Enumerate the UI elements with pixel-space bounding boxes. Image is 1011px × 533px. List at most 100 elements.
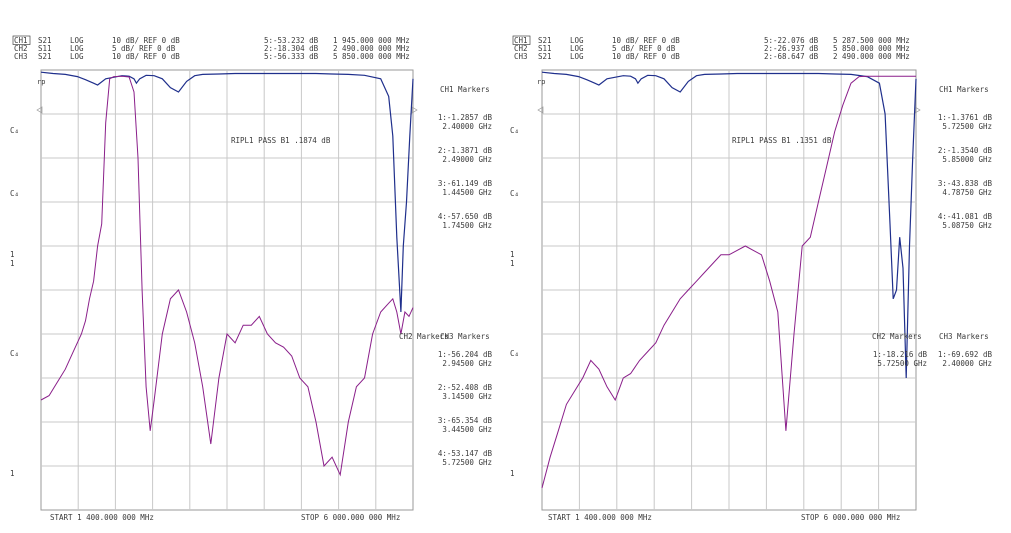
channel-scale: 10 dB/ REF 0 dB <box>612 36 680 45</box>
channel-scale-glyph: C₄ <box>510 349 519 358</box>
channel-scale-glyph: C₄ <box>510 126 519 135</box>
active-marker-freq: 2 490.000 000 MHz <box>333 44 410 53</box>
ch1-marker-value: 2:-1.3540 dB <box>938 146 993 155</box>
ch3-marker-freq: 3.14500 GHz <box>442 392 492 401</box>
channel-param: S21 <box>538 52 552 61</box>
active-marker-freq: 2 490.000 000 MHz <box>833 52 910 61</box>
channel-format: LOG <box>570 36 584 45</box>
ch1-marker-freq: 2.40000 GHz <box>442 122 492 131</box>
active-channel-box <box>12 35 31 45</box>
channel-id: CH3 <box>514 52 528 61</box>
channel-id: CH3 <box>14 52 28 61</box>
ch3-marker-freq: 3.44500 GHz <box>442 425 492 434</box>
ref-level-arrow <box>411 106 418 114</box>
active-marker-value: 5:-53.232 dB <box>264 36 319 45</box>
channel-scale-glyph: 1 <box>10 250 15 259</box>
active-marker-value: 5:-22.076 dB <box>764 36 819 45</box>
ch2-markers-title: CH2 Markers <box>399 332 449 341</box>
sweep-stop: STOP 6 000.000 000 MHz <box>801 513 900 522</box>
active-marker-freq: 5 850.000 000 MHz <box>833 44 910 53</box>
channel-param: S21 <box>538 36 552 45</box>
channel-param: S21 <box>38 52 52 61</box>
ch1-marker-value: 1:-1.2857 dB <box>438 113 493 122</box>
channel-param: S21 <box>38 36 52 45</box>
trace-ch3 <box>40 75 414 477</box>
channel-id: CH1 <box>514 36 528 45</box>
ripple-limit-result: RIPL1 PASS B1 .1351 dB <box>732 136 832 145</box>
channel-format: LOG <box>570 52 584 61</box>
ch1-markers-title: CH1 Markers <box>440 85 490 94</box>
active-marker-freq: 5 287.500 000 MHz <box>833 36 910 45</box>
channel-id: CH1 <box>14 36 28 45</box>
ch2-marker-value: 1:-18.216 dB <box>873 350 928 359</box>
channel-scale: 5 dB/ REF 0 dB <box>612 44 676 53</box>
channel-id: CH2 <box>514 44 528 53</box>
sweep-start: START 1 400.000 000 MHz <box>548 513 652 522</box>
ripple-limit-result: RIPL1 PASS B1 .1874 dB <box>231 136 331 145</box>
channel-scale: 10 dB/ REF 0 dB <box>112 52 180 61</box>
ref-level-arrow <box>36 106 43 114</box>
channel-scale: 5 dB/ REF 0 dB <box>112 44 176 53</box>
ch1-marker-freq: 5.72500 GHz <box>942 122 992 131</box>
channel-scale-glyph: 1 <box>10 469 15 478</box>
ch1-marker-value: 4:-57.650 dB <box>438 212 493 221</box>
ch1-marker-value: 3:-43.838 dB <box>938 179 993 188</box>
ch1-marker-value: 1:-1.3761 dB <box>938 113 993 122</box>
sweep-stop: STOP 6 000.000 000 MHz <box>301 513 400 522</box>
ch3-marker-freq: 5.72500 GHz <box>442 458 492 467</box>
ch1-marker-value: 3:-61.149 dB <box>438 179 493 188</box>
ch3-marker-value: 1:-69.692 dB <box>938 350 993 359</box>
ch3-marker-value: 4:-53.147 dB <box>438 449 493 458</box>
channel-scale: 10 dB/ REF 0 dB <box>112 36 180 45</box>
active-marker-value: 2:-68.647 dB <box>764 52 819 61</box>
channel-param: S11 <box>538 44 552 53</box>
trace-ch3 <box>541 75 916 489</box>
ch3-marker-value: 3:-65.354 dB <box>438 416 493 425</box>
channel-scale-glyph: 1 <box>510 250 515 259</box>
ch1-marker-freq: 2.49000 GHz <box>442 155 492 164</box>
channel-scale-glyph: 1 <box>510 469 515 478</box>
channel-format: LOG <box>570 44 584 53</box>
ch1-marker-freq: 1.44500 GHz <box>442 188 492 197</box>
ch2-marker-freq: 5.72500 GHz <box>877 359 927 368</box>
sweep-start: START 1 400.000 000 MHz <box>50 513 154 522</box>
ch3-markers-title: CH3 Markers <box>440 332 490 341</box>
trace-ch1 <box>541 71 917 379</box>
analyzer-panel-2: CH1 S21 LOG 10 dB/ REF 0 dB CH2 S11 LOG 5 dB/ R… <box>510 35 993 522</box>
active-marker-value: 5:-56.333 dB <box>264 52 319 61</box>
channel-id: CH2 <box>14 44 28 53</box>
channel-format: LOG <box>70 36 84 45</box>
ch1-marker-value: 4:-41.081 dB <box>938 212 993 221</box>
active-marker-freq: 5 850.000 000 MHz <box>333 52 410 61</box>
channel-scale-glyph: rp <box>37 78 45 86</box>
channel-scale-glyph: rp <box>537 78 545 86</box>
ch3-marker-value: 1:-56.204 dB <box>438 350 493 359</box>
channel-param: S11 <box>38 44 52 53</box>
ch1-marker-freq: 4.78750 GHz <box>942 188 992 197</box>
ch1-marker-freq: 5.08750 GHz <box>942 221 992 230</box>
ch3-marker-freq: 2.40000 GHz <box>942 359 992 368</box>
active-channel-box <box>512 35 531 45</box>
ch1-marker-freq: 5.85000 GHz <box>942 155 992 164</box>
ch2-markers-title: CH2 Markers <box>872 332 922 341</box>
channel-scale-glyph: C₄ <box>510 189 519 198</box>
ref-level-arrow <box>537 106 544 114</box>
ch3-marker-value: 2:-52.408 dB <box>438 383 493 392</box>
analyzer-panel-1: CH1 S21 LOG 10 dB/ REF 0 dB CH2 S11 LOG 5 dB/ R… <box>10 35 493 522</box>
channel-scale-glyph: C₄ <box>10 349 19 358</box>
active-marker-value: 2:-26.937 dB <box>764 44 819 53</box>
ch1-markers-title: CH1 Markers <box>939 85 989 94</box>
active-marker-value: 2:-18.304 dB <box>264 44 319 53</box>
channel-scale-glyph: 1 <box>10 259 15 268</box>
ch1-marker-value: 2:-1.3871 dB <box>438 146 493 155</box>
channel-scale: 10 dB/ REF 0 dB <box>612 52 680 61</box>
channel-scale-glyph: C₄ <box>10 189 19 198</box>
channel-format: LOG <box>70 52 84 61</box>
ch3-markers-title: CH3 Markers <box>939 332 989 341</box>
active-marker-freq: 1 945.000 000 MHz <box>333 36 410 45</box>
channel-scale-glyph: C₄ <box>10 126 19 135</box>
trace-ch1 <box>40 71 414 313</box>
ch1-marker-freq: 1.74500 GHz <box>442 221 492 230</box>
channel-format: LOG <box>70 44 84 53</box>
